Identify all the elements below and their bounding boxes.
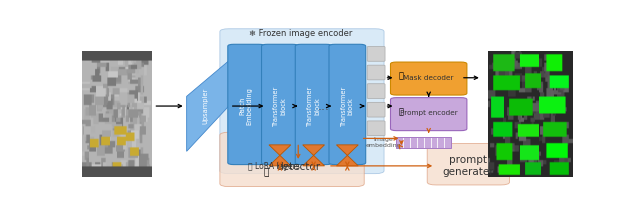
Text: ...: ... bbox=[318, 100, 330, 113]
Text: Patch
Embedding: Patch Embedding bbox=[239, 87, 253, 125]
Bar bbox=[396, 137, 451, 148]
Text: Prompt encoder: Prompt encoder bbox=[400, 110, 458, 116]
FancyBboxPatch shape bbox=[228, 44, 264, 165]
Text: Transformer
block: Transformer block bbox=[273, 86, 286, 126]
FancyBboxPatch shape bbox=[295, 44, 332, 165]
FancyBboxPatch shape bbox=[367, 84, 385, 98]
Text: 🔥: 🔥 bbox=[399, 72, 404, 81]
Polygon shape bbox=[269, 155, 291, 166]
Text: ❄ Frozen image encoder: ❄ Frozen image encoder bbox=[249, 29, 353, 38]
Polygon shape bbox=[303, 155, 324, 166]
FancyBboxPatch shape bbox=[428, 144, 509, 185]
Polygon shape bbox=[303, 145, 324, 155]
Text: Transformer
block: Transformer block bbox=[341, 86, 354, 126]
Text: prompt
generater: prompt generater bbox=[442, 155, 494, 177]
Text: 🔥: 🔥 bbox=[264, 168, 269, 177]
Bar bbox=[403, 137, 410, 148]
Bar bbox=[424, 137, 431, 148]
FancyBboxPatch shape bbox=[390, 98, 467, 131]
Bar bbox=[410, 137, 417, 148]
Bar bbox=[444, 137, 451, 148]
Text: Transformer
block: Transformer block bbox=[307, 86, 320, 126]
Bar bbox=[417, 137, 424, 148]
FancyBboxPatch shape bbox=[329, 44, 365, 165]
FancyBboxPatch shape bbox=[220, 132, 364, 186]
Polygon shape bbox=[269, 145, 291, 155]
Text: 🔥: 🔥 bbox=[399, 107, 404, 116]
FancyBboxPatch shape bbox=[367, 47, 385, 61]
Bar bbox=[396, 137, 403, 148]
FancyBboxPatch shape bbox=[390, 62, 467, 95]
Text: Mask decoder: Mask decoder bbox=[403, 75, 454, 81]
Polygon shape bbox=[337, 145, 358, 155]
Text: detector: detector bbox=[276, 163, 320, 172]
FancyBboxPatch shape bbox=[367, 121, 385, 136]
Bar bbox=[437, 137, 444, 148]
FancyBboxPatch shape bbox=[220, 29, 384, 174]
Polygon shape bbox=[337, 155, 358, 166]
FancyBboxPatch shape bbox=[367, 102, 385, 117]
Bar bbox=[431, 137, 437, 148]
Polygon shape bbox=[187, 61, 229, 151]
FancyBboxPatch shape bbox=[262, 44, 298, 165]
FancyBboxPatch shape bbox=[367, 65, 385, 80]
Text: Image
embedding: Image embedding bbox=[365, 137, 401, 148]
Text: 🔥 LoRA layers: 🔥 LoRA layers bbox=[248, 162, 300, 171]
Text: Upsampler: Upsampler bbox=[202, 88, 209, 124]
